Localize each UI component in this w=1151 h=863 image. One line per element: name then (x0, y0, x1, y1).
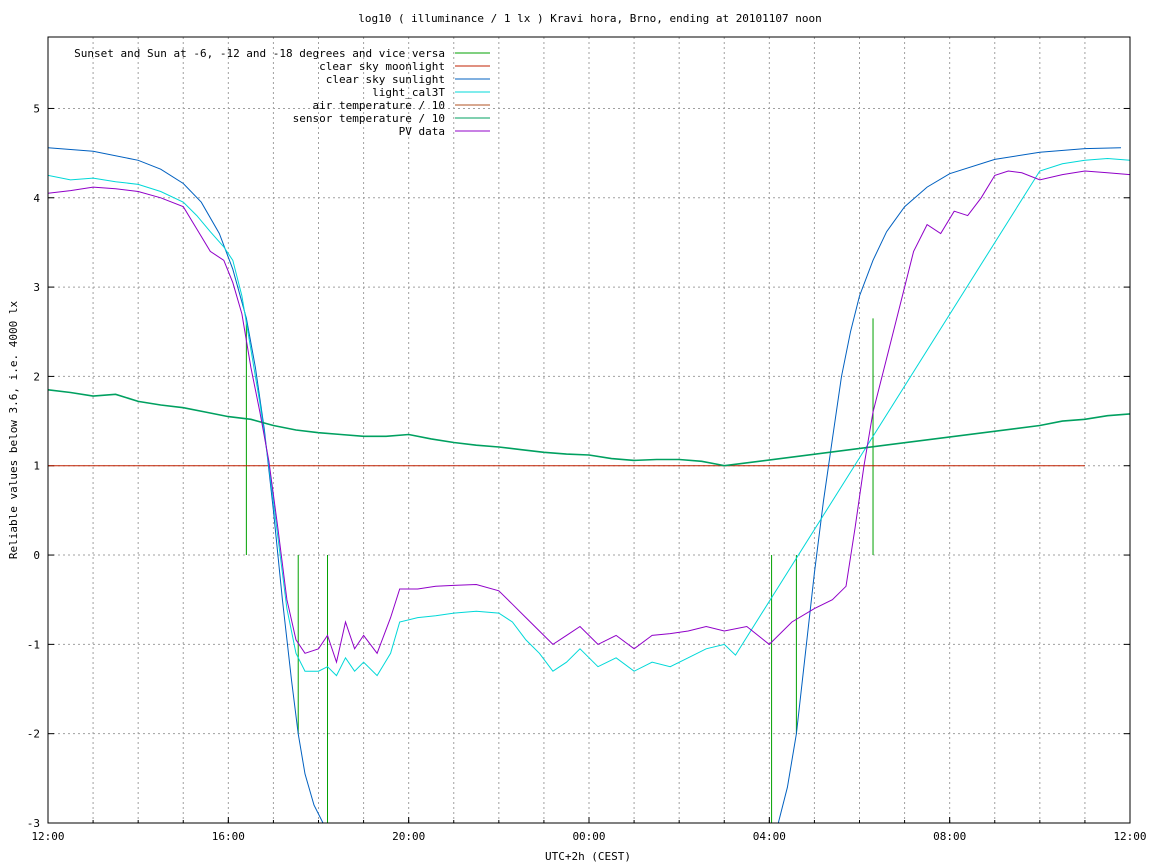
series-line-pv-data (48, 170, 1130, 665)
legend-label: clear sky sunlight (326, 73, 445, 86)
x-tick-label: 04:00 (753, 830, 786, 843)
y-axis-label: Reliable values below 3.6, i.e. 4000 lx (7, 300, 20, 559)
y-tick-label: 5 (33, 102, 40, 115)
series-line-clear-sky-sunlight (48, 147, 1122, 823)
grid (48, 37, 1130, 823)
x-tick-label: 16:00 (212, 830, 245, 843)
x-tick-label: 12:00 (31, 830, 64, 843)
legend-label: light_cal3T (372, 86, 445, 99)
x-tick-label: 00:00 (572, 830, 605, 843)
y-tick-label: 2 (33, 370, 40, 383)
legend-label: air temperature / 10 (313, 99, 445, 112)
legend-label: clear sky moonlight (319, 60, 445, 73)
series-line-light-cal3t (48, 157, 1130, 677)
plot-frame (47, 36, 1131, 824)
y-tick-label: -3 (27, 817, 40, 830)
legend-label: Sunset and Sun at -6, -12 and -18 degree… (74, 47, 445, 60)
legend-label: PV data (399, 125, 445, 138)
legend: Sunset and Sun at -6, -12 and -18 degree… (74, 47, 490, 138)
y-tick-label: 1 (33, 460, 40, 473)
x-axis-ticks: 12:00 16:00 20:00 00:00 04:00 08:00 12:00 (31, 817, 1147, 843)
y-axis-ticks: -3 -2 -1 0 1 2 3 4 5 (27, 102, 1130, 830)
y-tick-label: 4 (33, 192, 40, 205)
series-group (48, 147, 1130, 823)
x-axis-label: UTC+2h (CEST) (545, 850, 631, 863)
series-line-sensor-temperature-10 (48, 389, 1130, 467)
y-tick-label: 3 (33, 281, 40, 294)
y-tick-label: -1 (27, 638, 40, 651)
chart-title: log10 ( illuminance / 1 lx ) Kravi hora,… (358, 12, 822, 25)
y-tick-label: -2 (27, 728, 40, 741)
x-tick-label: 20:00 (392, 830, 425, 843)
legend-label: sensor temperature / 10 (293, 112, 445, 125)
x-tick-label: 08:00 (933, 830, 966, 843)
y-tick-label: 0 (33, 549, 40, 562)
x-tick-label: 12:00 (1113, 830, 1146, 843)
